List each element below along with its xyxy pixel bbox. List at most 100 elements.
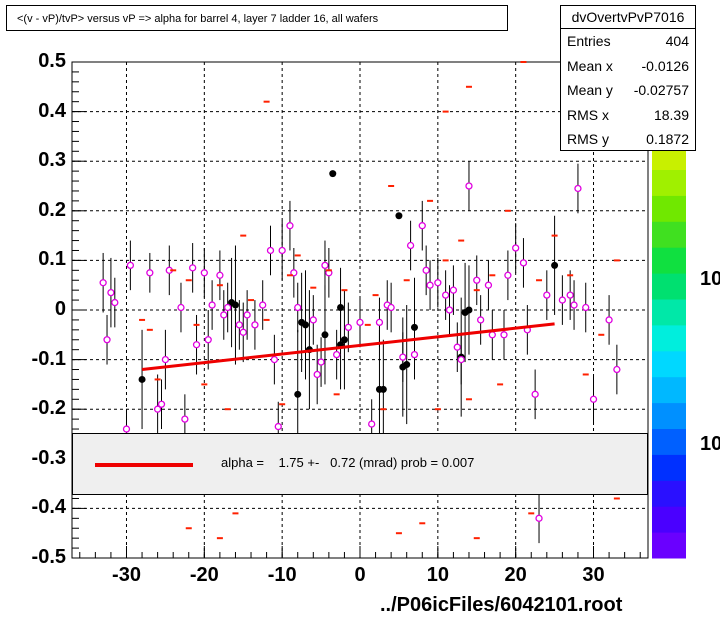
data-point-circle [434,279,442,287]
data-point-circle [177,303,185,312]
data-point-circle [235,321,244,329]
data-point-circle [251,321,259,329]
fit-legend: alpha = 1.75 +- 0.72 (mrad) prob = 0.007 [72,433,648,495]
data-point-circle [418,222,426,230]
stats-row-entries: Entries 404 [561,29,695,54]
y-tick-label: -0.4 [31,496,66,519]
data-point-circle [375,318,384,327]
data-point-circle [188,264,197,272]
footer-filename: ../P06icFiles/6042101.root [380,594,623,616]
colorbar-segment [652,273,686,300]
data-point-circle [216,271,224,279]
y-tick-label: -0.1 [31,347,66,370]
stats-row-rms-x: RMS x 18.39 [561,103,695,128]
data-point-circle [99,279,107,287]
x-tick-label: 30 [582,564,605,586]
data-point-circle [286,222,294,230]
y-tick-label: 0 [54,298,66,320]
colorbar-segment [652,221,686,248]
stats-row-mean-y: Mean y -0.02757 [561,78,695,103]
data-point-circle [220,311,228,319]
data-point-circle [317,358,325,366]
data-point-circle [181,415,189,423]
data-point-circle [332,350,341,359]
data-point-dot [465,306,473,314]
stats-label: Entries [567,33,611,49]
data-point-circle [368,420,376,428]
colorbar-label-upper: 10 [700,268,720,290]
data-point-dot [329,170,337,178]
y-tick-label: 0.3 [38,149,66,172]
data-point-circle [449,286,458,294]
data-point-circle [445,306,454,314]
data-point-circle [387,303,395,312]
data-point-circle [192,341,201,349]
colorbar-segment [652,169,686,196]
data-point-circle [582,303,590,312]
data-point-circle [488,331,496,339]
stats-value: 18.39 [653,106,689,123]
colorbar-segment [652,247,686,274]
x-tick-label: 10 [426,564,449,586]
data-marks [99,61,621,544]
data-point-circle [153,405,162,413]
colorbar-segment [652,195,686,222]
data-point-circle [259,301,267,309]
x-tick-label: -30 [112,564,141,586]
colorbar-segment [652,428,686,455]
data-point-circle [270,355,279,364]
data-point-circle [399,353,407,361]
data-point-circle [531,390,539,398]
data-point-dot [340,336,348,344]
data-point-circle [465,182,473,190]
y-tick-label: 0.1 [38,248,66,271]
data-point-circle [476,316,485,324]
data-point-circle [566,291,574,299]
colorbar-segment [652,324,686,352]
data-point-circle [313,370,321,379]
data-point-circle [243,311,251,319]
data-point-circle [278,246,286,255]
x-tick-label: 0 [354,564,366,586]
x-tick-label: -20 [189,564,219,586]
y-tick-label: 0.4 [38,99,66,122]
data-point-circle [111,298,119,307]
data-point-circle [294,303,302,312]
data-point-dot [403,361,411,369]
data-point-circle [224,303,232,312]
legend-fit-line [95,463,193,467]
data-point-circle [208,301,216,309]
y-tick-label: -0.5 [31,546,66,568]
data-point-circle [344,323,352,332]
x-tick-label: -10 [267,564,297,586]
data-point-circle [504,271,512,279]
colorbar-segment [652,454,686,481]
data-point-dot [551,261,559,269]
data-point-circle [543,291,551,299]
stats-label: RMS y [567,131,609,147]
data-point-circle [406,241,415,250]
data-point-dot [294,390,302,398]
data-point-circle [157,400,166,408]
x-tick-label: 20 [504,564,527,586]
stats-value: 0.1872 [646,131,689,147]
fit-line [141,322,555,372]
stats-value: -0.0126 [641,57,689,74]
data-point-circle [512,244,520,252]
data-point-circle [204,336,212,344]
y-tick-label: -0.2 [31,397,66,420]
data-point-circle [473,276,481,284]
data-point-circle [122,425,131,433]
colorbar-segment [652,532,686,559]
data-point-dot [395,212,403,220]
legend-fit-text: alpha = 1.75 +- 0.72 (mrad) prob = 0.007 [221,455,475,470]
data-point-circle [103,336,111,344]
data-point-circle [146,269,154,277]
chart-title: <(v - vP)/tvP> versus vP => alpha for ba… [6,5,508,31]
data-point-circle [558,296,567,304]
data-point-circle [519,259,528,267]
data-point-circle [500,331,508,339]
stats-row-mean-x: Mean x -0.0126 [561,54,695,79]
data-point-circle [309,316,317,324]
data-point-circle [266,246,275,255]
